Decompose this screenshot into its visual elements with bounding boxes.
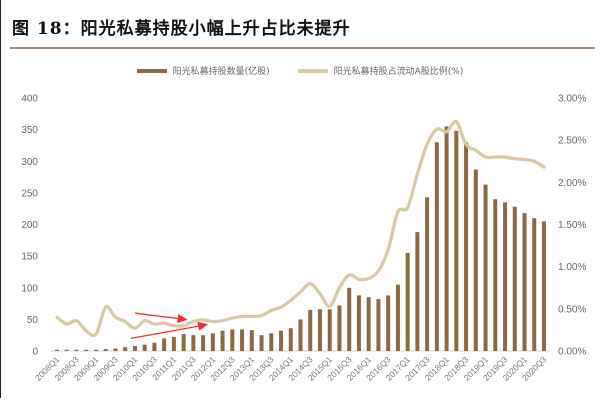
bar: [288, 328, 293, 351]
bar: [493, 199, 498, 351]
right-y-tick: 1.50%: [558, 220, 586, 231]
right-y-tick: 0.00%: [558, 347, 586, 358]
bar: [308, 309, 313, 351]
bar: [405, 252, 410, 351]
bar: [512, 206, 517, 351]
right-y-axis: 0.00% 0.50% 1.00% 1.50% 2.00% 2.50% 3.00%: [558, 94, 586, 358]
left-y-tick: 350: [21, 125, 38, 136]
right-y-tick: 2.50%: [558, 136, 586, 147]
left-y-tick: 0: [32, 347, 38, 358]
bar: [64, 349, 69, 351]
bar: [171, 337, 176, 351]
bar: [93, 349, 98, 351]
right-y-tick: 0.50%: [558, 304, 586, 315]
legend-label-holdings: 阳光私募持股数量(亿股): [172, 67, 270, 77]
left-y-tick: 50: [27, 315, 39, 326]
bar: [356, 295, 361, 351]
bar: [327, 309, 332, 351]
legend-item-ratio: 阳光私募持股占流动A股比例(%): [297, 64, 464, 77]
bar: [503, 202, 508, 351]
bar: [269, 333, 274, 351]
bar: [230, 329, 235, 351]
bar: [240, 329, 245, 351]
bar: [464, 142, 469, 351]
bar: [191, 335, 196, 351]
left-y-axis: 0 50 100 150 200 250 300 350 400: [21, 94, 38, 358]
bar: [532, 218, 537, 351]
bar: [162, 338, 167, 351]
bar: [74, 349, 79, 351]
bar: [220, 330, 225, 351]
bar: [395, 284, 400, 351]
bar: [142, 344, 147, 351]
bar: [522, 213, 527, 351]
bar: [103, 349, 108, 351]
bar: [444, 126, 449, 352]
bar: [152, 342, 157, 351]
bar: [132, 345, 137, 351]
legend-swatch-line: [297, 68, 328, 73]
legend-swatch-bar: [136, 68, 167, 73]
line-series-ratio: [55, 119, 546, 338]
bar: [279, 330, 284, 351]
bar-series-holdings: [55, 126, 546, 352]
bar: [425, 197, 430, 351]
bar: [55, 349, 59, 351]
x-axis-labels: 2008Q12008Q32009Q12009Q32010Q12010Q32011…: [33, 354, 549, 383]
right-y-tick: 1.00%: [558, 262, 586, 273]
left-y-tick: 300: [21, 157, 38, 168]
chart-title: 图 18：阳光私募持股小幅上升占比未提升: [12, 19, 351, 39]
left-y-tick: 250: [21, 188, 38, 199]
annotation-arrows: [130, 312, 209, 339]
bar: [415, 232, 420, 351]
bar: [337, 305, 342, 351]
left-y-tick: 150: [21, 252, 38, 263]
bar: [259, 335, 264, 351]
bar: [473, 169, 478, 351]
bar: [181, 333, 186, 351]
chart-legend: 阳光私募持股数量(亿股) 阳光私募持股占流动A股比例(%): [0, 64, 600, 77]
bar: [542, 221, 546, 351]
bar: [210, 333, 215, 351]
annotation-arrow-head-icon: [177, 314, 188, 323]
bar: [483, 184, 488, 351]
left-y-tick: 100: [21, 283, 38, 294]
bar: [84, 349, 89, 351]
right-y-tick: 3.00%: [558, 94, 586, 105]
bar: [249, 330, 254, 351]
legend-item-holdings: 阳光私募持股数量(亿股): [136, 64, 270, 77]
bar: [376, 299, 381, 351]
bar: [317, 309, 322, 351]
annotation-arrow-shaft: [134, 312, 180, 320]
bar: [434, 142, 439, 351]
bar: [386, 295, 391, 351]
bar: [298, 319, 303, 351]
right-y-tick: 2.00%: [558, 178, 586, 189]
left-y-tick: 200: [21, 220, 38, 231]
annotation-arrow-head-icon: [197, 321, 209, 331]
bar: [347, 287, 352, 351]
bar: [201, 335, 206, 351]
bar: [366, 297, 371, 351]
annotation-arrow-shaft: [130, 325, 201, 339]
left-y-tick: 400: [21, 94, 38, 105]
title-divider: [10, 47, 595, 49]
bar: [123, 347, 128, 351]
bar: [454, 130, 459, 351]
legend-label-ratio: 阳光私募持股占流动A股比例(%): [333, 67, 464, 77]
bar: [113, 348, 118, 351]
